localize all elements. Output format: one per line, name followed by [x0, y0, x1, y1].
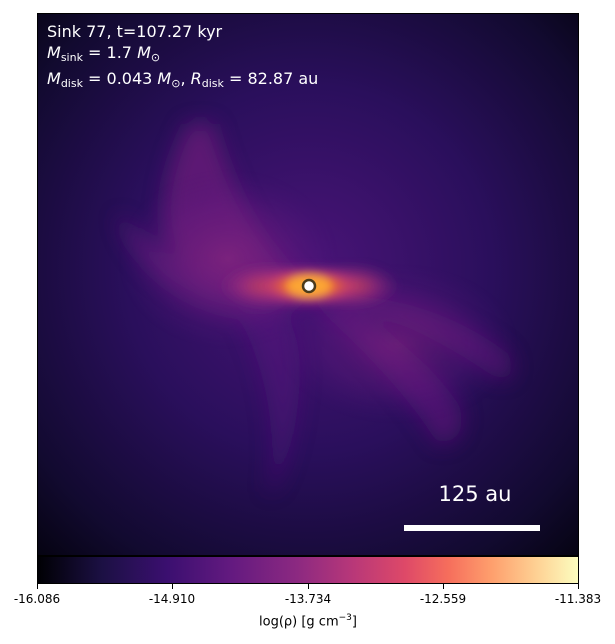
colorbar-tick-label: -11.383 [554, 592, 602, 606]
disk-properties-label: Mdisk = 0.043 M⊙, Rdisk = 82.87 au [47, 69, 319, 90]
colorbar-tick-label: -13.734 [284, 592, 332, 606]
density-map-image [38, 14, 578, 555]
colorbar-tick [172, 584, 173, 589]
colorbar-tick [37, 584, 38, 589]
sink-mass-label: Msink = 1.7 M⊙ [47, 43, 161, 64]
colorbar-tick-label: -16.086 [13, 592, 61, 606]
scale-bar-label: 125 au [438, 482, 512, 506]
colorbar-tick [578, 584, 579, 589]
colorbar [37, 556, 579, 584]
density-map-panel: Sink 77, t=107.27 kyr Msink = 1.7 M⊙ Mdi… [37, 13, 579, 556]
colorbar-label: log(ρ) [g cm−3] [259, 613, 357, 630]
info-annotation: Sink 77, t=107.27 kyr Msink = 1.7 M⊙ Mdi… [47, 21, 318, 94]
colorbar-tick [308, 584, 309, 589]
colorbar-tick-label: -14.910 [148, 592, 196, 606]
sink-time-label: Sink 77, t=107.27 kyr [47, 22, 223, 41]
colorbar-tick-label: -12.559 [419, 592, 467, 606]
scale-bar [404, 525, 540, 531]
colorbar-tick [443, 584, 444, 589]
sink-marker [301, 278, 317, 294]
